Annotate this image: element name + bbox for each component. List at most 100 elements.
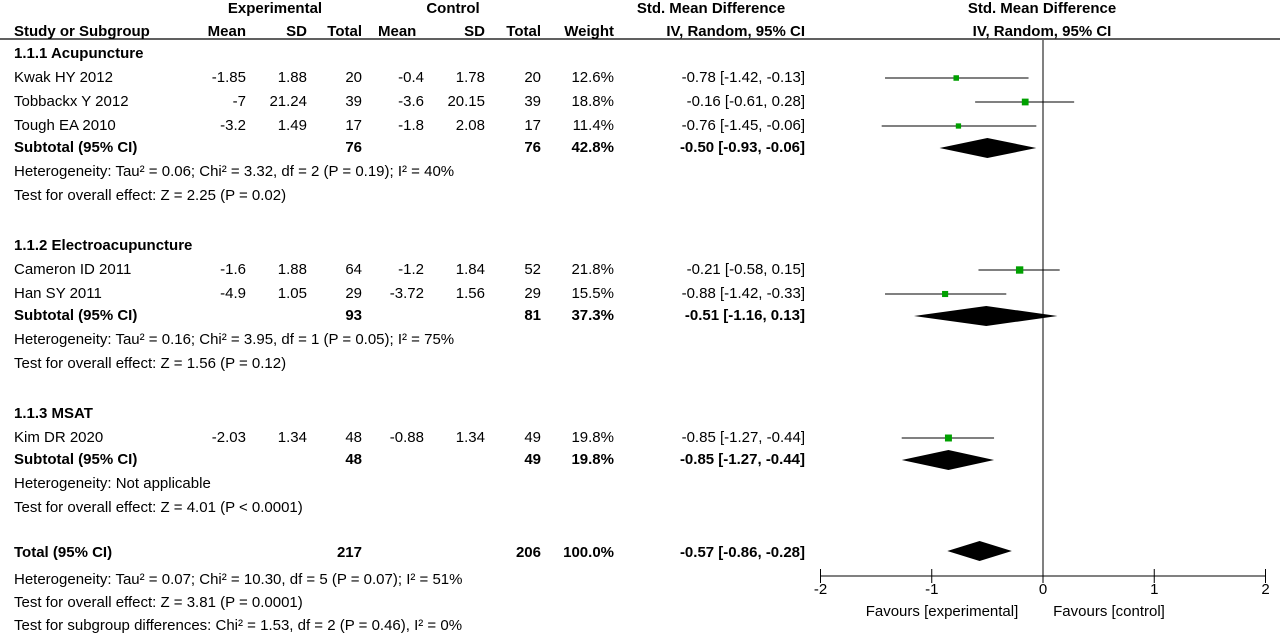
total-weight: 100.0%: [563, 544, 614, 561]
study-exp-total: 48: [345, 429, 362, 446]
study-point: [944, 434, 952, 442]
study-ctl-total: 49: [524, 429, 541, 446]
total-ci: -0.57 [-0.86, -0.28]: [679, 544, 805, 561]
study-ctl-total: 20: [524, 69, 541, 86]
study-name: Cameron ID 2011: [14, 261, 132, 278]
study-point: [1021, 98, 1029, 106]
study-ctl-total: 52: [524, 261, 541, 278]
subtotal-ci: -0.50 [-0.93, -0.06]: [679, 139, 805, 156]
total-exp-total: 217: [336, 544, 362, 561]
study-name: Tobbackx Y 2012: [14, 93, 129, 110]
study-exp-mean: -7: [232, 93, 246, 110]
subtotal-ci: -0.85 [-1.27, -0.44]: [679, 451, 805, 468]
study-exp-total: 17: [345, 117, 362, 134]
total-heterogeneity: Heterogeneity: Tau² = 0.07; Chi² = 10.30…: [14, 571, 463, 588]
subtotal-label: Subtotal (95% CI): [14, 139, 138, 156]
header-experimental: Experimental: [227, 0, 323, 17]
subgroup-heterogeneity: Heterogeneity: Tau² = 0.16; Chi² = 3.95,…: [14, 331, 455, 348]
axis-left-label: Favours [experimental]: [865, 603, 1019, 620]
subgroup-title: 1.1.1 Acupuncture: [14, 45, 144, 62]
header-smd-left: Std. Mean Difference: [636, 0, 786, 17]
subtotal-ctl-total: 76: [524, 139, 541, 156]
column-header-3: Total: [327, 23, 362, 40]
study-name: Kwak HY 2012: [14, 69, 113, 86]
subgroup-title: 1.1.2 Electroacupuncture: [14, 237, 193, 254]
study-exp-sd: 1.88: [277, 69, 307, 86]
study-name: Tough EA 2010: [14, 117, 116, 134]
header-smd-right: Std. Mean Difference: [967, 0, 1117, 17]
study-exp-mean: -3.2: [220, 117, 246, 134]
column-header-7: Weight: [564, 23, 614, 40]
study-point: [942, 290, 949, 298]
study-exp-sd: 1.05: [277, 285, 307, 302]
x-tick-label: -2: [813, 581, 828, 598]
study-weight: 15.5%: [571, 285, 614, 302]
column-header-0: Study or Subgroup: [14, 23, 150, 40]
study-ctl-sd: 20.15: [447, 93, 485, 110]
header-smd-method-right: IV, Random, 95% CI: [972, 23, 1112, 40]
study-exp-sd: 1.88: [277, 261, 307, 278]
study-ctl-mean: -0.4: [398, 69, 424, 86]
subtotal-exp-total: 76: [345, 139, 362, 156]
subgroup-title: 1.1.3 MSAT: [14, 405, 93, 422]
subtotal-label: Subtotal (95% CI): [14, 307, 138, 324]
study-exp-total: 20: [345, 69, 362, 86]
study-exp-total: 29: [345, 285, 362, 302]
study-name: Kim DR 2020: [14, 429, 104, 446]
study-exp-sd: 1.49: [277, 117, 307, 134]
study-weight: 21.8%: [571, 261, 614, 278]
column-header-2: SD: [286, 23, 307, 40]
study-exp-sd: 1.34: [277, 429, 307, 446]
x-tick-label: -1: [925, 581, 939, 598]
study-name: Han SY 2011: [14, 285, 102, 302]
column-header-1: Mean: [207, 23, 246, 40]
study-point: [953, 75, 959, 81]
subtotal-exp-total: 93: [345, 307, 362, 324]
study-exp-mean: -2.03: [211, 429, 246, 446]
study-exp-mean: -1.6: [220, 261, 246, 278]
study-ctl-sd: 1.56: [455, 285, 485, 302]
subtotal-weight: 19.8%: [571, 451, 614, 468]
subtotal-diamond: [939, 138, 1037, 158]
column-header-6: Total: [506, 23, 541, 40]
study-ci: -0.76 [-1.45, -0.06]: [681, 117, 805, 134]
study-exp-total: 39: [345, 93, 362, 110]
study-ctl-total: 29: [524, 285, 541, 302]
study-ci: -0.16 [-0.61, 0.28]: [686, 93, 805, 110]
study-ctl-mean: -0.88: [389, 429, 424, 446]
subtotal-label: Subtotal (95% CI): [14, 451, 138, 468]
study-ctl-mean: -3.72: [389, 285, 424, 302]
subgroup-overall-effect: Test for overall effect: Z = 4.01 (P < 0…: [14, 499, 303, 516]
header-smd-method-left: IV, Random, 95% CI: [666, 23, 805, 40]
study-ctl-sd: 1.34: [455, 429, 485, 446]
subtotal-ctl-total: 49: [524, 451, 541, 468]
study-exp-total: 64: [345, 261, 362, 278]
subgroup-heterogeneity: Heterogeneity: Tau² = 0.06; Chi² = 3.32,…: [14, 163, 455, 180]
column-header-5: SD: [464, 23, 485, 40]
study-weight: 18.8%: [571, 93, 614, 110]
study-ci: -0.78 [-1.42, -0.13]: [681, 69, 805, 86]
subtotal-weight: 42.8%: [571, 139, 614, 156]
subtotal-exp-total: 48: [345, 451, 362, 468]
study-ctl-mean: -1.2: [398, 261, 424, 278]
total-label: Total (95% CI): [14, 544, 113, 561]
study-weight: 12.6%: [571, 69, 614, 86]
column-header-4: Mean: [378, 23, 417, 40]
subtotal-diamond: [901, 450, 995, 470]
subtotal-ctl-total: 81: [524, 307, 541, 324]
study-weight: 11.4%: [572, 117, 614, 134]
study-exp-mean: -1.85: [211, 69, 246, 86]
x-tick-label: 0: [1038, 581, 1048, 598]
x-tick-label: 1: [1150, 581, 1159, 598]
study-weight: 19.8%: [571, 429, 614, 446]
study-ctl-mean: -1.8: [398, 117, 424, 134]
study-point: [955, 123, 962, 129]
total-overall-effect: Test for overall effect: Z = 3.81 (P = 0…: [14, 594, 303, 611]
total-diamond: [947, 541, 1012, 561]
subgroup-overall-effect: Test for overall effect: Z = 1.56 (P = 0…: [14, 355, 287, 372]
study-ctl-sd: 1.78: [455, 69, 485, 86]
subgroup-heterogeneity: Heterogeneity: Not applicable: [14, 475, 211, 492]
study-exp-mean: -4.9: [220, 285, 246, 302]
